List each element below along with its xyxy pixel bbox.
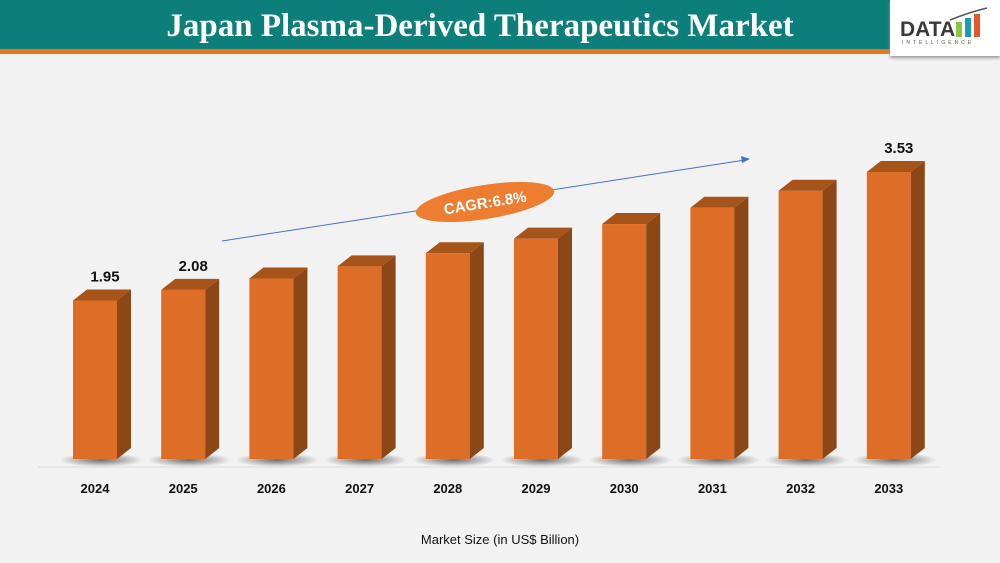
- bar-top: [337, 255, 396, 267]
- bar-top: [161, 278, 220, 290]
- bar-side: [822, 179, 837, 459]
- data-label: 1.95: [90, 268, 119, 285]
- bar-side: [117, 289, 131, 459]
- x-tick-label: 2032: [786, 481, 815, 496]
- bar-top: [690, 196, 749, 208]
- page-title: Japan Plasma-Derived Therapeutics Market: [166, 8, 794, 44]
- bar-top: [425, 242, 484, 254]
- bar-2032: [778, 190, 823, 459]
- bar-side: [734, 196, 749, 459]
- bar-side: [293, 267, 308, 459]
- x-tick-label: 2029: [522, 481, 551, 496]
- bar-2026: [249, 278, 294, 459]
- bar-2033: [866, 172, 911, 460]
- data-label: 3.53: [884, 140, 913, 157]
- header-bar: [0, 0, 890, 54]
- x-tick-label: 2031: [698, 481, 727, 496]
- bar-side: [205, 278, 220, 459]
- x-tick-label: 2033: [874, 481, 903, 496]
- x-tick-label: 2025: [169, 481, 198, 496]
- bar-top: [73, 289, 131, 301]
- bar-side: [381, 255, 396, 459]
- bar-2024: [73, 300, 117, 459]
- x-axis-title: Market Size (in US$ Billion): [420, 532, 580, 547]
- bar-side: [646, 213, 661, 459]
- x-tick-label: 2030: [610, 481, 639, 496]
- bar-top: [778, 179, 837, 191]
- logo: DATA INTELLIGENCE: [890, 0, 1000, 56]
- x-tick-label: 2026: [257, 481, 286, 496]
- data-label: 2.08: [179, 258, 208, 275]
- bar-2027: [337, 266, 382, 459]
- bar-2029: [514, 238, 558, 459]
- cagr-badge: CAGR:6.8%: [415, 181, 555, 223]
- bar-top: [249, 267, 308, 279]
- bar-side: [910, 161, 925, 460]
- bar-2025: [161, 289, 206, 459]
- bar-2030: [602, 224, 647, 459]
- bar-2028: [425, 253, 470, 459]
- bar-2031: [690, 207, 735, 459]
- x-tick-label: 2028: [433, 481, 462, 496]
- svg-text:DATA: DATA: [900, 18, 955, 41]
- bar-top: [866, 161, 925, 173]
- bar-side: [558, 227, 572, 459]
- arrow-head-icon: [741, 156, 750, 163]
- bar-top: [602, 213, 661, 225]
- x-tick-label: 2027: [345, 481, 374, 496]
- x-tick-label: 2024: [81, 481, 111, 496]
- bar-top: [514, 227, 572, 239]
- bar-side: [469, 242, 484, 459]
- svg-text:INTELLIGENCE: INTELLIGENCE: [902, 40, 974, 46]
